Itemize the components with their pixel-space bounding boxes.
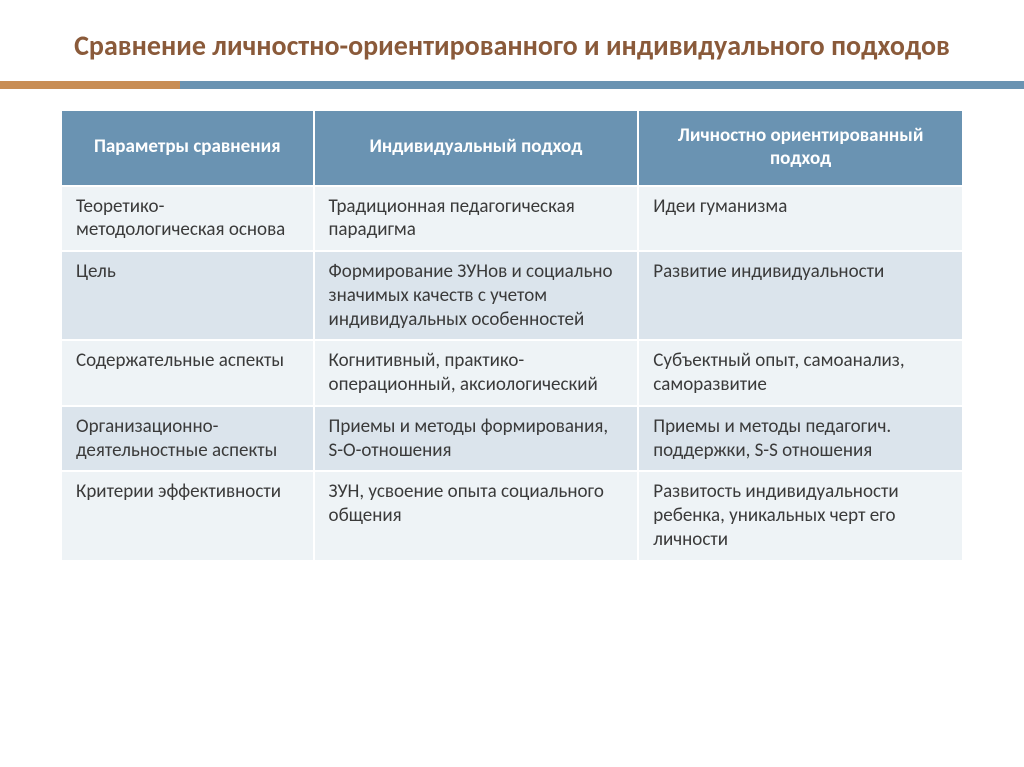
comparison-table: Параметры сравнения Индивидуальный подхо… — [60, 109, 964, 562]
cell-personal: Приемы и методы педагогич. поддержки, S-… — [638, 406, 963, 472]
col-header-individual: Индивидуальный подход — [314, 110, 639, 186]
table-header-row: Параметры сравнения Индивидуальный подхо… — [61, 110, 963, 186]
cell-param: Цель — [61, 251, 314, 340]
cell-individual: Когнитивный, практико-операционный, акси… — [314, 340, 639, 406]
title-divider — [0, 81, 1024, 89]
cell-personal: Развитие индивидуальности — [638, 251, 963, 340]
slide: Сравнение личностно-ориентированного и и… — [0, 0, 1024, 767]
cell-individual: Приемы и методы формирования, S-O-отноше… — [314, 406, 639, 472]
col-header-personal: Личностно ориентированный подход — [638, 110, 963, 186]
cell-param: Теоретико-методологическая основа — [61, 186, 314, 252]
cell-individual: Традиционная педагогическая парадигма — [314, 186, 639, 252]
cell-individual: ЗУН, усвоение опыта социального общения — [314, 471, 639, 560]
table-row: Цель Формирование ЗУНов и социально знач… — [61, 251, 963, 340]
slide-title: Сравнение личностно-ориентированного и и… — [60, 28, 964, 63]
divider-accent — [0, 81, 180, 89]
cell-personal: Идеи гуманизма — [638, 186, 963, 252]
table-row: Критерии эффективности ЗУН, усвоение опы… — [61, 471, 963, 560]
col-header-params: Параметры сравнения — [61, 110, 314, 186]
table-row: Теоретико-методологическая основа Традиц… — [61, 186, 963, 252]
cell-individual: Формирование ЗУНов и социально значимых … — [314, 251, 639, 340]
cell-param: Содержательные аспекты — [61, 340, 314, 406]
cell-personal: Развитость индивидуальности ребенка, уни… — [638, 471, 963, 560]
cell-personal: Субъектный опыт, самоанализ, саморазвити… — [638, 340, 963, 406]
cell-param: Организационно-деятельностные аспекты — [61, 406, 314, 472]
cell-param: Критерии эффективности — [61, 471, 314, 560]
table-row: Содержательные аспекты Когнитивный, прак… — [61, 340, 963, 406]
divider-primary — [180, 81, 1024, 89]
table-row: Организационно-деятельностные аспекты Пр… — [61, 406, 963, 472]
